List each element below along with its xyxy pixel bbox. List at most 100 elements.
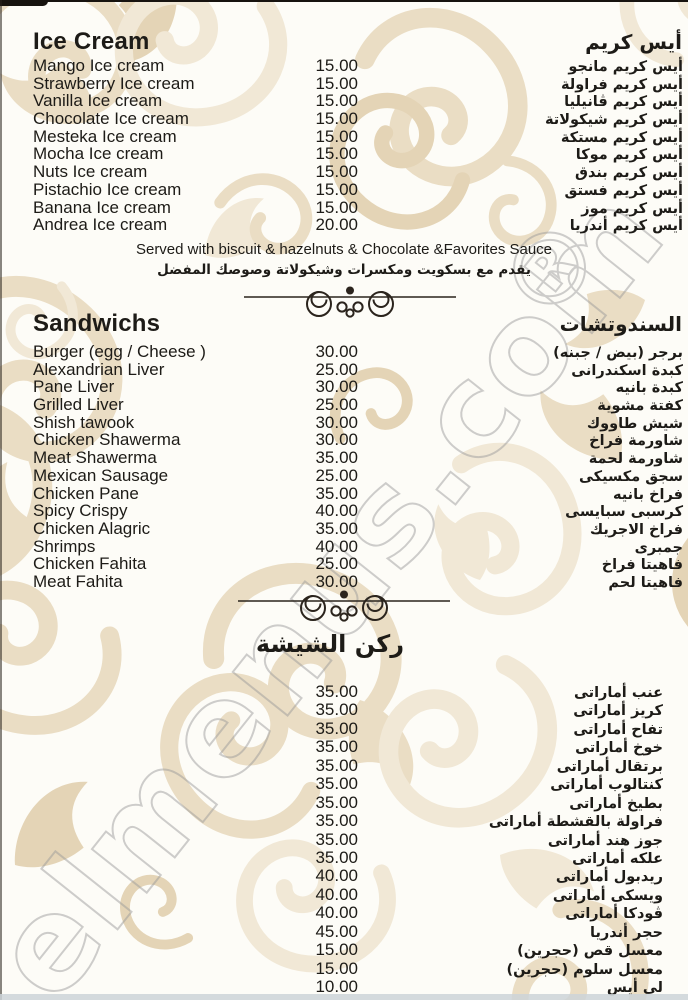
menu-row: Banana Ice cream 15.00 أيس كريم موز [0, 198, 688, 216]
item-name-en: Andrea Ice cream [33, 215, 168, 235]
menu-row: Pistachio Ice cream 15.00 أيس كريم فستق [0, 181, 688, 199]
item-name-ar: ريدبول أماراتى [555, 869, 663, 886]
item-price: 30.00 [315, 430, 358, 450]
item-name-en: Mexican Sausage [33, 465, 169, 485]
menu-row: Burger (egg / Cheese ) 30.00 برجر (بيض / ج… [0, 343, 688, 361]
item-price: 40.00 [315, 866, 358, 886]
item-name-ar: فراولة بالقشطة أماراتى [488, 814, 663, 831]
menu-row: 35.00 كنتالوب أماراتى [0, 774, 688, 794]
item-name-en: Chicken Alagric [33, 518, 151, 538]
menu-row: Chicken Alagric 35.00 فراخ الاجريك [0, 520, 688, 538]
item-price: 25.00 [315, 395, 358, 415]
menu-row: Mesteka Ice cream 15.00 أيس كريم مستكة [0, 128, 688, 146]
divider-ornament-icon [238, 590, 450, 622]
ice-cream-title-ar: أيس كريم [585, 30, 682, 54]
item-name-ar: معسل سلوم (حجرين) [506, 961, 663, 978]
item-name-en: Mango Ice cream [33, 56, 165, 75]
item-price: 15.00 [315, 940, 358, 960]
sandwiches-section-header: Sandwichs السندوتشات [0, 310, 688, 338]
item-price: 35.00 [315, 682, 358, 701]
ice-cream-section-header: Ice Cream أيس كريم [0, 28, 688, 56]
menu-row: 35.00 علكه أماراتى [0, 847, 688, 867]
item-price: 25.00 [315, 465, 358, 485]
menu-row: Strawberry Ice cream 15.00 أيس كريم فراولة [0, 73, 688, 93]
item-name-ar: برجر (بيض / جبنه) [553, 345, 683, 361]
item-price: 35.00 [315, 774, 358, 794]
menu-row: Nuts Ice cream 15.00 أيس كريم بندق [0, 163, 688, 181]
item-name-ar: برتقال أماراتى [556, 758, 663, 775]
bottom-edge-strip [0, 994, 688, 1000]
left-border-line [0, 0, 2, 1000]
item-name-en: Mesteka Ice cream [33, 126, 177, 146]
item-name-en: Burger (egg / Cheese ) [33, 342, 206, 361]
menu-row: Spicy Crispy 40.00 كرسبى سبايسى [0, 502, 688, 520]
item-name-ar: شاورمة لحمة [588, 451, 683, 468]
item-price: 35.00 [315, 737, 358, 757]
item-name-ar: حجر أندريا [590, 924, 663, 941]
item-name-en: Chicken Fahita [33, 554, 147, 574]
item-price: 40.00 [315, 536, 358, 556]
item-price: 40.00 [315, 903, 358, 923]
item-name-ar: أيس كريم مستكة [560, 129, 683, 146]
item-price: 35.00 [315, 518, 358, 538]
menu-row: 15.00 معسل قص (حجرين) [0, 940, 688, 960]
divider-ornament-icon [244, 286, 456, 318]
item-name-en: Nuts Ice cream [33, 162, 148, 182]
item-price: 35.00 [315, 718, 358, 738]
menu-row: Andrea Ice cream 20.00 أيس كريم أندريا [0, 216, 688, 234]
menu-row: 35.00 عنب أماراتى [0, 682, 688, 701]
ice-cream-title-en: Ice Cream [33, 28, 150, 55]
item-price: 10.00 [315, 977, 358, 996]
menu-row: Mexican Sausage 25.00 سجق مكسيكى [0, 467, 688, 485]
menu-row: Vanilla Ice cream 15.00 أيس كريم ڤانيليا [0, 92, 688, 110]
menu-row: 40.00 ويسكى أماراتى [0, 884, 688, 904]
item-price: 15.00 [315, 126, 358, 146]
item-price: 25.00 [315, 359, 358, 379]
item-price: 15.00 [315, 109, 358, 129]
item-name-en: Spicy Crispy [33, 501, 128, 521]
item-name-ar: فاهيتا لحم [608, 574, 683, 591]
item-name-ar: كبدة بانيه [615, 380, 683, 397]
item-name-ar: تفاح أماراتى [573, 721, 663, 738]
item-price: 30.00 [315, 412, 358, 432]
item-name-en: Shish tawook [33, 412, 135, 432]
menu-row: Meat Fahita 30.00 فاهيتا لحم [0, 573, 688, 591]
shisha-items: 35.00 عنب أماراتى 35.00 كريز أماراتى 35.00… [0, 682, 688, 996]
item-name-ar: كبدة اسكندرانى [571, 362, 683, 379]
item-name-ar: شيش طاووك [586, 415, 683, 432]
shisha-title-ar: ركن الشيشة [255, 630, 405, 658]
menu-row: Alexandrian Liver 25.00 كبدة اسكندرانى [0, 359, 688, 379]
menu-row: Chicken Pane 35.00 فراخ بانيه [0, 484, 688, 503]
item-price: 35.00 [315, 847, 358, 867]
item-price: 35.00 [315, 829, 358, 849]
menu-row: Shrimps 40.00 جمبرى [0, 536, 688, 556]
item-name-en: Vanilla Ice cream [33, 91, 163, 111]
item-name-ar: فراخ الاجريك [589, 521, 683, 538]
item-name-ar: ويسكى أماراتى [552, 887, 663, 904]
item-name-ar: أيس كريم أندريا [569, 218, 683, 235]
item-price: 15.00 [315, 162, 358, 182]
item-name-ar: أيس كريم بندق [575, 165, 683, 182]
item-name-en: Mocha Ice cream [33, 144, 164, 164]
item-name-ar: أيس كريم ڤانيليا [564, 94, 683, 111]
item-price: 35.00 [315, 755, 358, 775]
item-name-ar: فراخ بانيه [612, 486, 683, 503]
top-border-line [0, 0, 688, 2]
item-name-en: Strawberry Ice cream [33, 73, 195, 93]
item-price: 40.00 [315, 884, 358, 904]
item-name-ar: علكه أماراتى [572, 850, 663, 867]
item-price: 30.00 [315, 571, 358, 591]
item-name-ar: كنتالوب أماراتى [550, 777, 663, 794]
item-price: 45.00 [315, 921, 358, 941]
item-price: 35.00 [315, 811, 358, 831]
top-border-wedge [0, 0, 48, 6]
item-price: 25.00 [315, 554, 358, 574]
item-name-ar: كرسبى سبايسى [565, 504, 683, 521]
item-price: 15.00 [315, 91, 358, 111]
menu-row: Grilled Liver 25.00 كفتة مشوية [0, 396, 688, 414]
item-price: 35.00 [315, 792, 358, 812]
item-name-en: Shrimps [33, 536, 96, 556]
item-name-ar: فاهيتا فراخ [601, 557, 683, 574]
